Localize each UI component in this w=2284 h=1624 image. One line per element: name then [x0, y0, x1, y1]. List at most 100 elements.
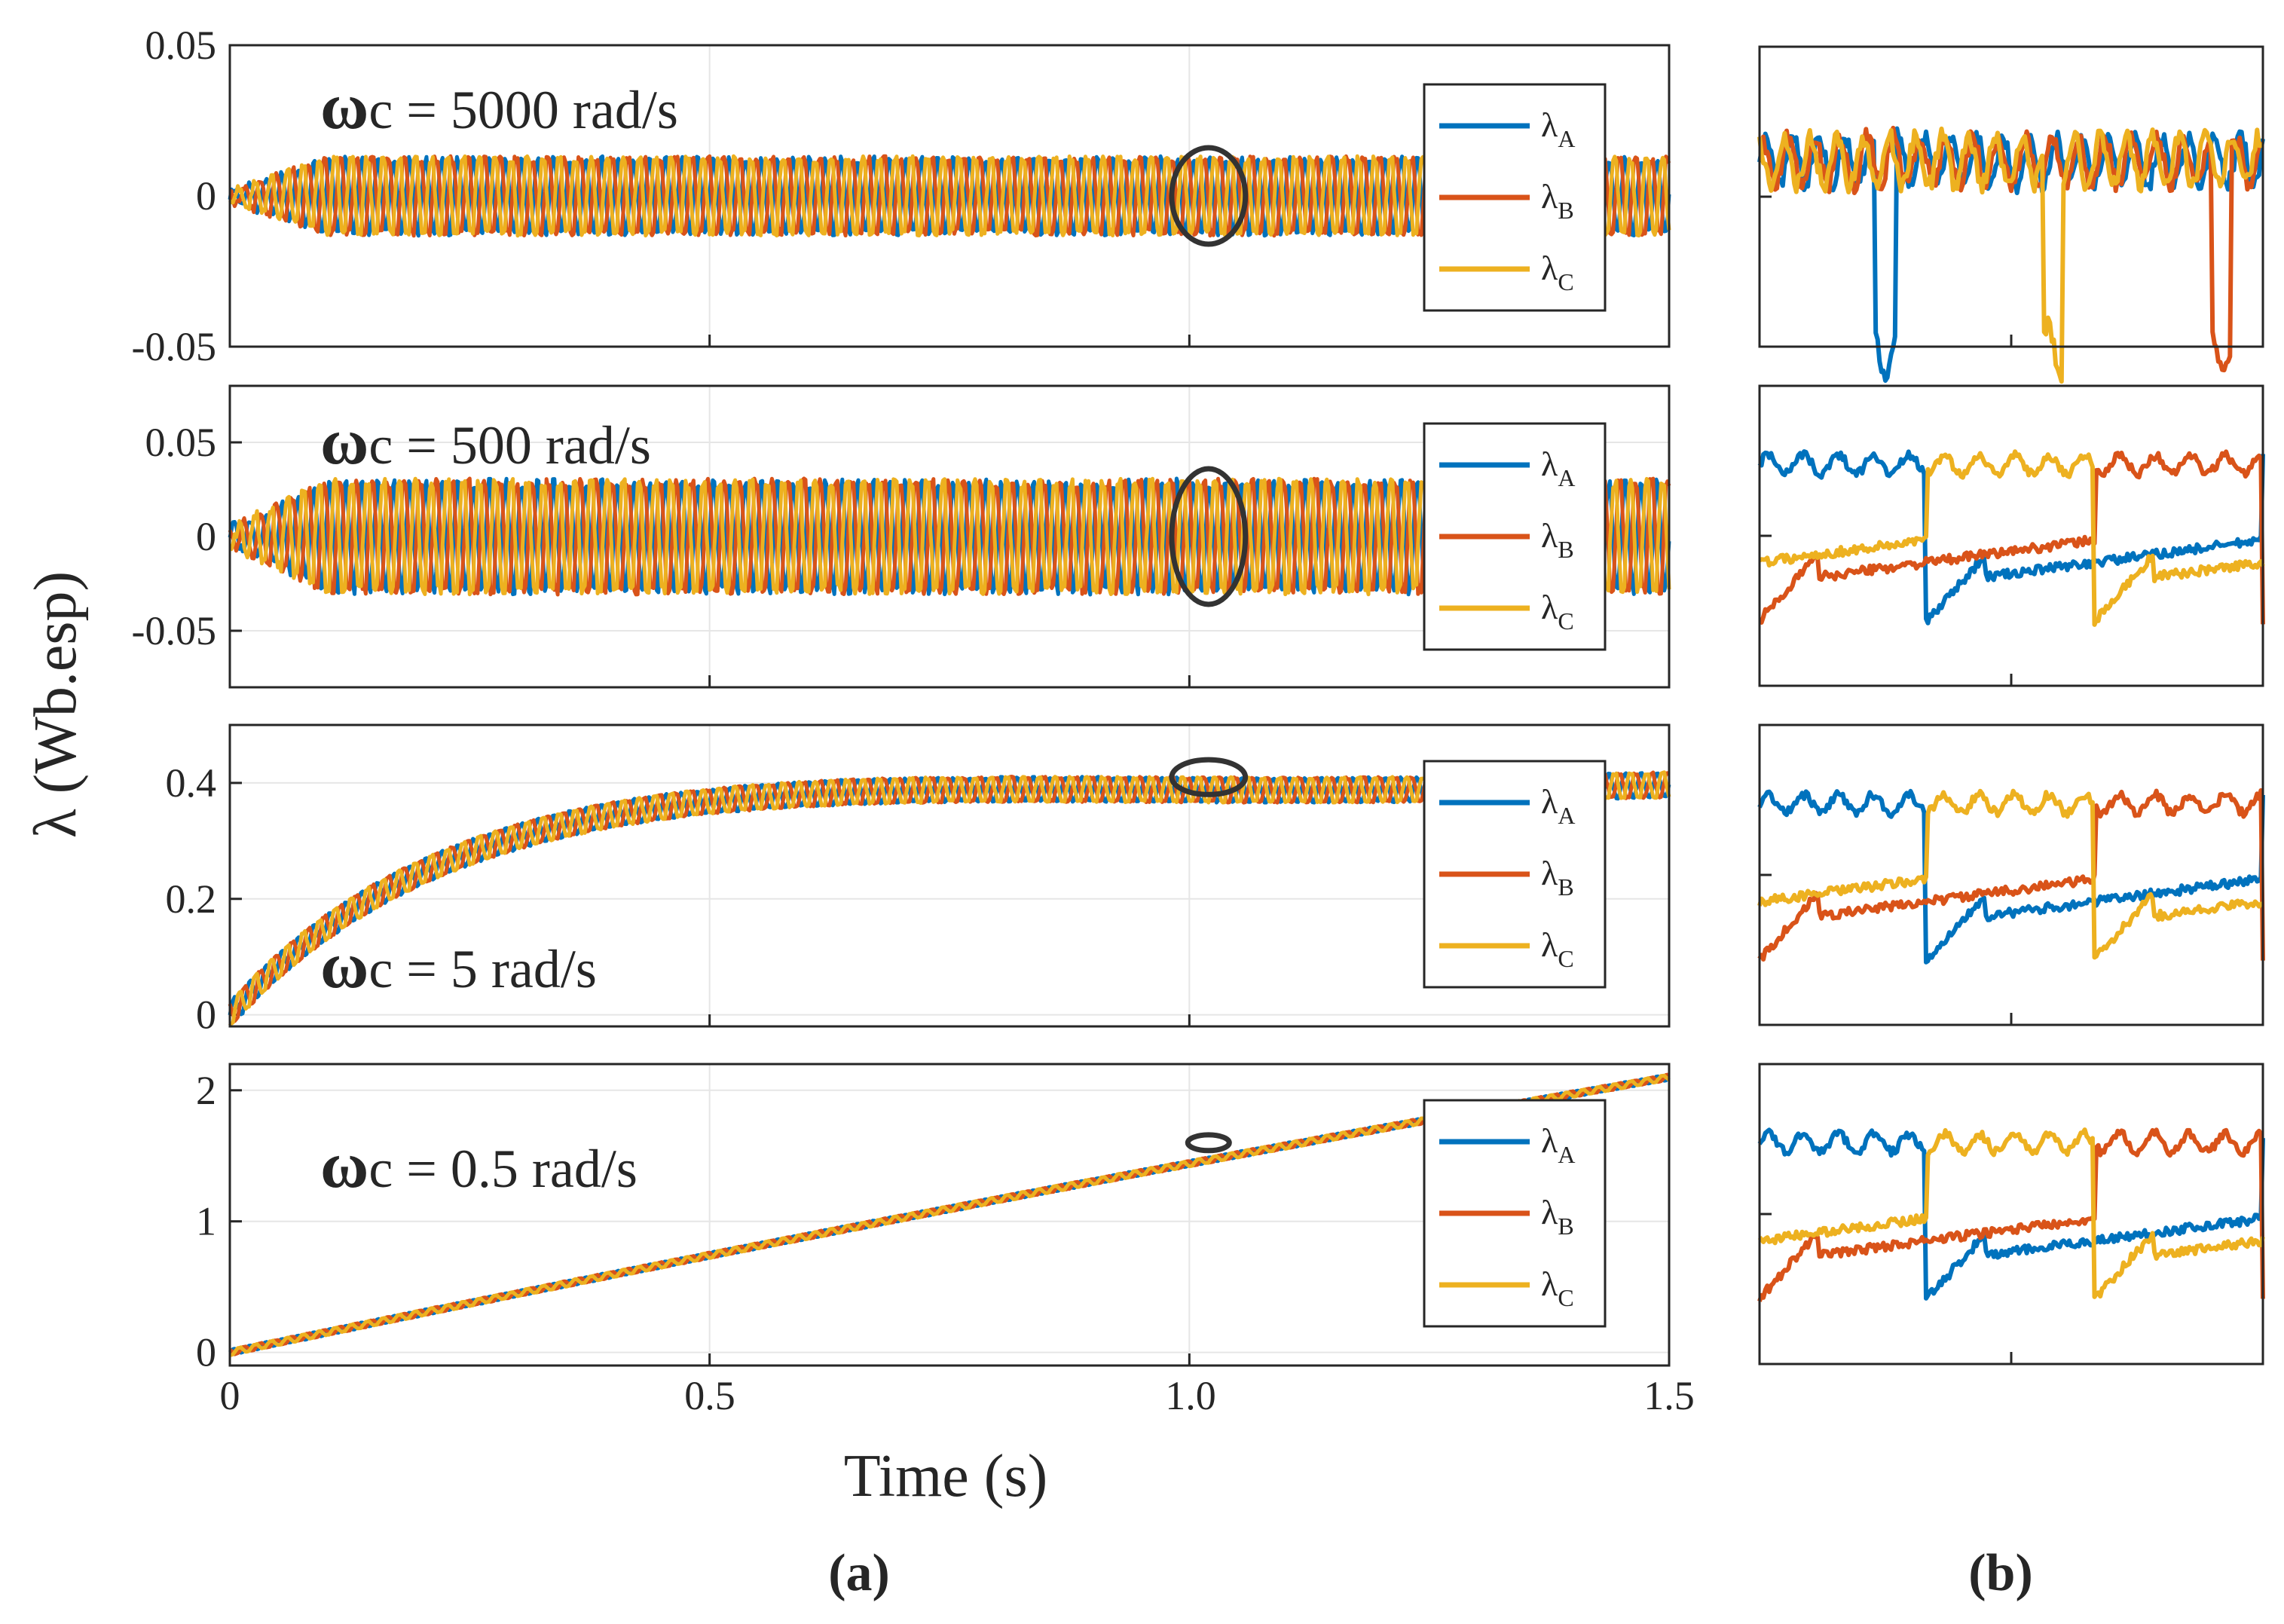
- legend-label: λB: [1541, 177, 1574, 224]
- y-tick-label: 0.05: [145, 23, 217, 68]
- legend-subscript: A: [1558, 464, 1575, 491]
- subfigure-label-a: (a): [828, 1544, 890, 1602]
- axes-box: [228, 44, 1671, 348]
- x-axis-labels: 0 0.5 1.0 1.5 Time (s): [220, 1373, 1695, 1509]
- y-tick-label: 0: [196, 1330, 216, 1375]
- panel-title: ωc = 0.5 rad/s: [320, 1129, 638, 1202]
- legend-subscript: A: [1558, 1141, 1575, 1168]
- panel-title-text: c = 500 rad/s: [368, 415, 651, 476]
- legend-symbol: λ: [1541, 249, 1558, 287]
- x-tick-label: 0: [220, 1373, 240, 1418]
- zoom-marker-ellipse: [1169, 466, 1249, 607]
- panel-b-2: [1757, 384, 2265, 687]
- omega-symbol: ω: [320, 70, 368, 143]
- legend-subscript: A: [1558, 802, 1575, 829]
- panels-b: [1757, 45, 2265, 1366]
- legend-label: λC: [1541, 1265, 1574, 1311]
- zoom-series-line-B: [1758, 449, 2265, 625]
- y-tick-label: 0: [196, 514, 216, 559]
- legend-label: λB: [1541, 516, 1574, 563]
- y-axis-title: λ (Wb.esp): [23, 571, 89, 838]
- axes-box: [1758, 45, 2264, 348]
- omega-symbol: ω: [320, 1129, 368, 1202]
- legend-label: λA: [1541, 445, 1575, 491]
- zoom-series-line-C: [1757, 788, 2264, 960]
- legend-symbol: λ: [1541, 1121, 1558, 1160]
- zoom-series-line-C: [1758, 449, 2265, 627]
- panel-title-text: c = 5 rad/s: [368, 939, 597, 999]
- y-tick-label: -0.05: [132, 324, 216, 369]
- legend-subscript: A: [1558, 125, 1575, 152]
- legend-label: λA: [1541, 106, 1575, 152]
- zoom-marker-ellipse: [1169, 145, 1249, 247]
- legend-label: λA: [1541, 782, 1575, 829]
- zoom-marker-ellipse: [1169, 757, 1249, 797]
- y-tick-label: 0.05: [145, 420, 217, 465]
- x-tick-label: 1.5: [1643, 1373, 1695, 1418]
- axes-box: [228, 723, 1671, 1028]
- y-tick-label: 0: [196, 992, 216, 1038]
- legend-subscript: B: [1558, 1213, 1573, 1240]
- legend-label: λC: [1541, 249, 1574, 295]
- y-tick-label: 0: [196, 173, 216, 219]
- panel-title: ωc = 500 rad/s: [320, 405, 651, 479]
- panel-b-3: [1757, 723, 2265, 1026]
- legend-symbol: λ: [1541, 106, 1558, 144]
- zoom-series-line-B: [1757, 1127, 2265, 1302]
- y-tick-label: -0.05: [132, 608, 216, 653]
- legend-symbol: λ: [1541, 782, 1558, 821]
- x-tick-label: 0.5: [684, 1373, 735, 1418]
- axes-box: [1758, 384, 2264, 687]
- zoom-series-line-A: [1757, 449, 2265, 625]
- panel-title-text: c = 5000 rad/s: [368, 80, 678, 140]
- panel-title: ωc = 5000 rad/s: [320, 70, 678, 143]
- omega-symbol: ω: [320, 405, 368, 479]
- legend-subscript: C: [1558, 607, 1573, 635]
- legend-label: λB: [1541, 854, 1574, 901]
- axes-box: [1758, 1063, 2264, 1366]
- legend-label: λB: [1541, 1193, 1574, 1240]
- zoom-series-line-C: [1757, 126, 2264, 384]
- legend-symbol: λ: [1541, 925, 1558, 964]
- axes-box: [228, 384, 1671, 689]
- panel-b-1: [1757, 45, 2265, 384]
- zoom-series-line-B: [1757, 788, 2265, 962]
- legend-symbol: λ: [1541, 1265, 1558, 1303]
- legend-subscript: B: [1558, 536, 1573, 563]
- legend-subscript: B: [1558, 197, 1573, 224]
- panel-title-text: c = 0.5 rad/s: [368, 1139, 638, 1199]
- y-tick-label: 0.4: [166, 760, 217, 806]
- y-tick-label: 2: [196, 1068, 216, 1113]
- zoom-marker-ellipse: [1185, 1132, 1232, 1154]
- y-tick-label: 0.2: [166, 876, 217, 922]
- legend-subscript: B: [1558, 873, 1573, 901]
- legend-label: λA: [1541, 1121, 1575, 1168]
- panel-b-4: [1757, 1063, 2265, 1366]
- axes-box: [1758, 723, 2264, 1026]
- legend-symbol: λ: [1541, 1193, 1558, 1231]
- axes-box: [228, 1063, 1671, 1367]
- y-tick-label: 1: [196, 1199, 216, 1244]
- legend-label: λC: [1541, 925, 1574, 972]
- subfigure-label-b: (b): [1968, 1544, 2033, 1602]
- legend-symbol: λ: [1541, 177, 1558, 216]
- legend-subscript: C: [1558, 1284, 1573, 1311]
- legend-symbol: λ: [1541, 445, 1558, 483]
- legend-symbol: λ: [1541, 854, 1558, 892]
- x-axis-title: Time (s): [844, 1443, 1047, 1509]
- zoom-series-line-A: [1757, 1127, 2265, 1301]
- legend-label: λC: [1541, 588, 1574, 635]
- legend-symbol: λ: [1541, 516, 1558, 555]
- zoom-series-line-A: [1757, 788, 2265, 965]
- legend-subscript: C: [1558, 945, 1573, 972]
